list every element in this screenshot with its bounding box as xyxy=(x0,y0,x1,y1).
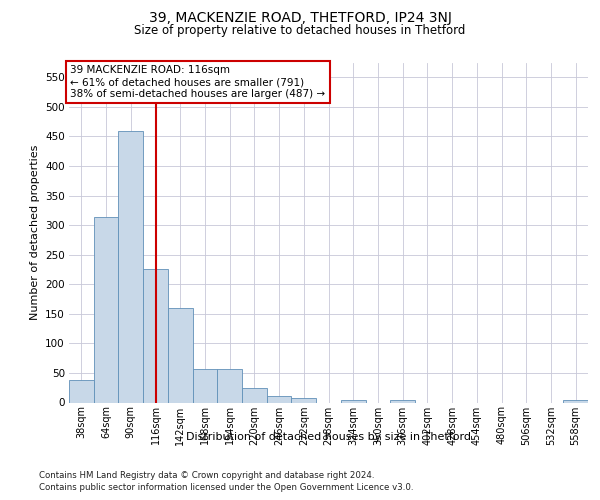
Text: 39, MACKENZIE ROAD, THETFORD, IP24 3NJ: 39, MACKENZIE ROAD, THETFORD, IP24 3NJ xyxy=(149,11,451,25)
Bar xyxy=(292,398,316,402)
Bar xyxy=(94,218,118,402)
Bar xyxy=(168,308,193,402)
Bar xyxy=(267,396,292,402)
Bar xyxy=(118,130,143,402)
Bar xyxy=(143,269,168,402)
Text: 39 MACKENZIE ROAD: 116sqm
← 61% of detached houses are smaller (791)
38% of semi: 39 MACKENZIE ROAD: 116sqm ← 61% of detac… xyxy=(70,66,325,98)
Text: Contains HM Land Registry data © Crown copyright and database right 2024.: Contains HM Land Registry data © Crown c… xyxy=(39,471,374,480)
Bar xyxy=(217,369,242,402)
Bar xyxy=(390,400,415,402)
Bar xyxy=(563,400,588,402)
Text: Contains public sector information licensed under the Open Government Licence v3: Contains public sector information licen… xyxy=(39,483,413,492)
Bar xyxy=(69,380,94,402)
Bar xyxy=(193,369,217,402)
Text: Distribution of detached houses by size in Thetford: Distribution of detached houses by size … xyxy=(187,432,472,442)
Bar xyxy=(341,400,365,402)
Bar xyxy=(242,388,267,402)
Y-axis label: Number of detached properties: Number of detached properties xyxy=(29,145,40,320)
Text: Size of property relative to detached houses in Thetford: Size of property relative to detached ho… xyxy=(134,24,466,37)
